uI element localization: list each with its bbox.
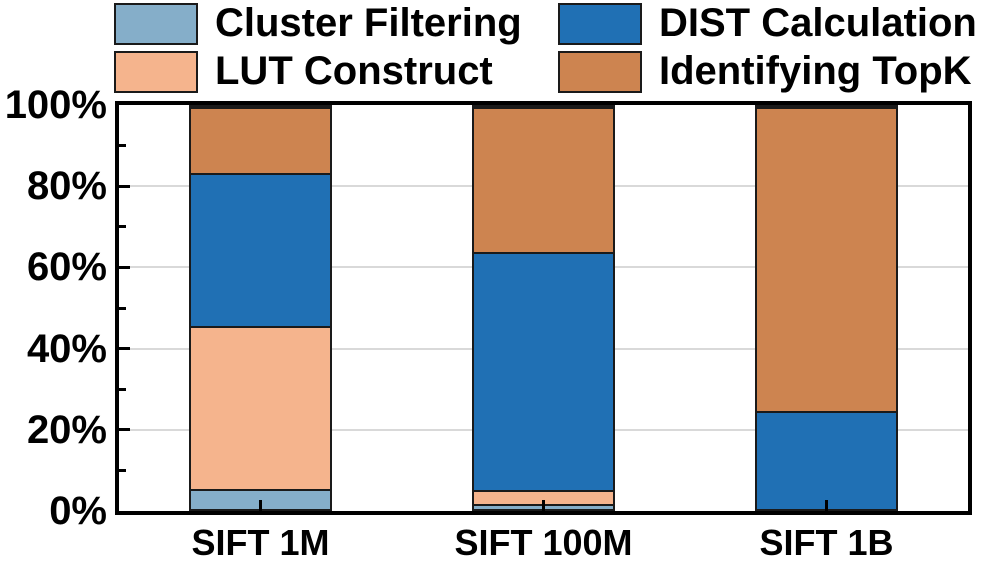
y-axis-minor-tick: [119, 468, 126, 472]
legend-item-cluster-filtering: Cluster Filtering: [114, 2, 558, 45]
x-category-label-sift-1b: SIFT 1B: [759, 522, 894, 563]
legend-swatch-icon: [558, 2, 642, 45]
y-axis-labels: 0% 20% 40% 60% 80% 100%: [0, 85, 107, 531]
legend-label: Cluster Filtering: [215, 1, 522, 45]
x-axis-labels: SIFT 1M SIFT 100M SIFT 1B: [119, 521, 968, 565]
legend-item-identifying-topk: Identifying TopK: [558, 50, 997, 93]
legend-label: Identifying TopK: [659, 49, 972, 93]
y-axis-major-tick: [119, 265, 130, 269]
y-axis-minor-tick: [119, 306, 126, 310]
bar-sift-1b: [755, 105, 898, 511]
y-tick-label: 20%: [26, 407, 107, 452]
y-tick-label: 60%: [26, 245, 107, 290]
bar-segment-dist-calculation: [190, 172, 330, 327]
bar-sift-1m: [188, 105, 332, 511]
y-tick-label: 80%: [26, 164, 107, 209]
y-axis-major-tick: [119, 184, 130, 188]
y-tick-label: 40%: [26, 326, 107, 371]
y-axis-minor-tick: [119, 225, 126, 229]
legend-item-lut-construct: LUT Construct: [114, 50, 558, 93]
x-axis-tick: [258, 500, 262, 511]
bar-sift-100m: [472, 105, 615, 511]
x-category-label-sift-1m: SIFT 1M: [191, 522, 330, 563]
legend-item-dist-calculation: DIST Calculation: [558, 2, 997, 45]
y-axis-minor-tick: [119, 144, 126, 148]
x-axis-tick: [825, 500, 828, 511]
chart-legend: Cluster Filtering LUT Construct DIST Calcu…: [114, 2, 997, 93]
x-axis-tick: [542, 500, 545, 511]
y-tick-label: 100%: [4, 83, 107, 127]
legend-label: DIST Calculation: [659, 1, 977, 45]
bar-segment-cluster-filtering: [190, 488, 330, 509]
y-axis-major-tick: [119, 347, 130, 351]
legend-label: LUT Construct: [215, 49, 493, 93]
bar-segment-identifying-topk: [474, 107, 613, 252]
bar-segment-lut-construct: [474, 489, 613, 505]
legend-swatch-icon: [114, 50, 198, 93]
y-axis-minor-tick: [119, 387, 126, 391]
bar-segment-identifying-topk: [757, 107, 896, 412]
legend-swatch-icon: [114, 2, 198, 45]
plot-area: [115, 101, 972, 515]
y-tick-label: 0%: [49, 489, 107, 533]
bar-segment-dist-calculation: [474, 251, 613, 490]
x-category-label-sift-100m: SIFT 100M: [454, 522, 633, 563]
bar-segment-dist-calculation: [757, 411, 896, 509]
bar-segment-lut-construct: [190, 326, 330, 489]
y-axis-major-tick: [119, 428, 130, 432]
legend-swatch-icon: [558, 50, 642, 93]
bar-segment-identifying-topk: [190, 107, 330, 173]
